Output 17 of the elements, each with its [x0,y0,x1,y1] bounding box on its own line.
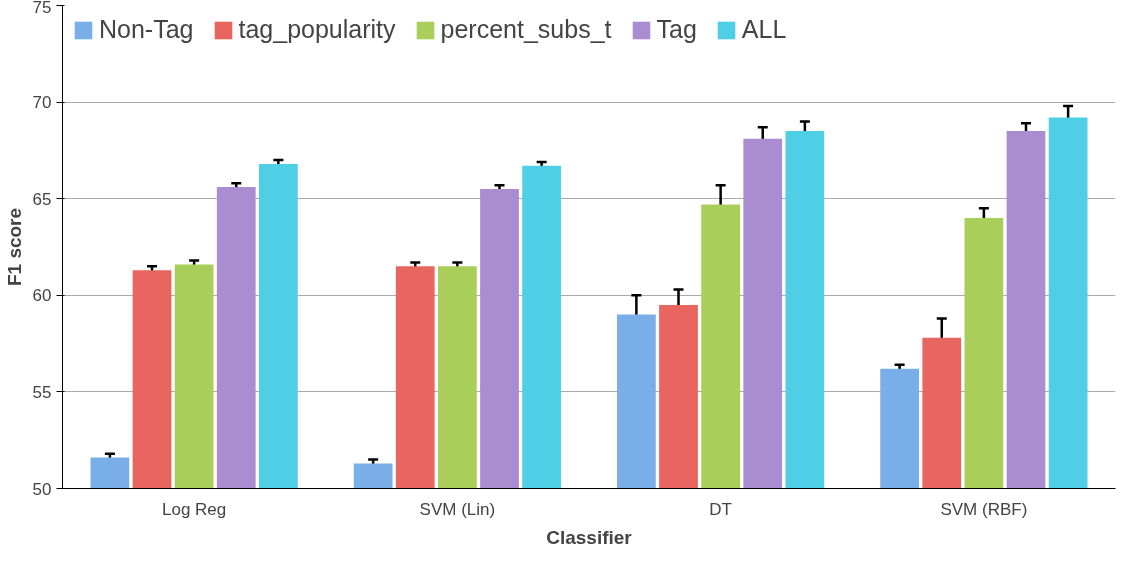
y-tick-label: 55 [32,382,52,402]
y-tick-label: 60 [32,286,52,306]
legend-label: Non-Tag [99,15,194,44]
legend-label: Tag [656,15,697,44]
x-tick-label: SVM (RBF) [940,499,1028,519]
legend-label: tag_popularity [238,15,396,44]
legend-label: percent_subs_t [440,15,612,44]
y-tick-label: 75 [32,0,52,17]
y-tick-label: 50 [32,479,52,499]
y-axis-title: F1 score [3,207,25,287]
x-axis-title: Classifier [546,526,633,548]
x-tick-label: DT [709,499,732,519]
y-tick-label: 65 [32,189,52,209]
y-tick-label: 70 [32,93,52,113]
x-tick-label: SVM (Lin) [419,499,496,519]
x-tick-label: Log Reg [161,499,227,519]
legend-label: ALL [741,15,787,44]
